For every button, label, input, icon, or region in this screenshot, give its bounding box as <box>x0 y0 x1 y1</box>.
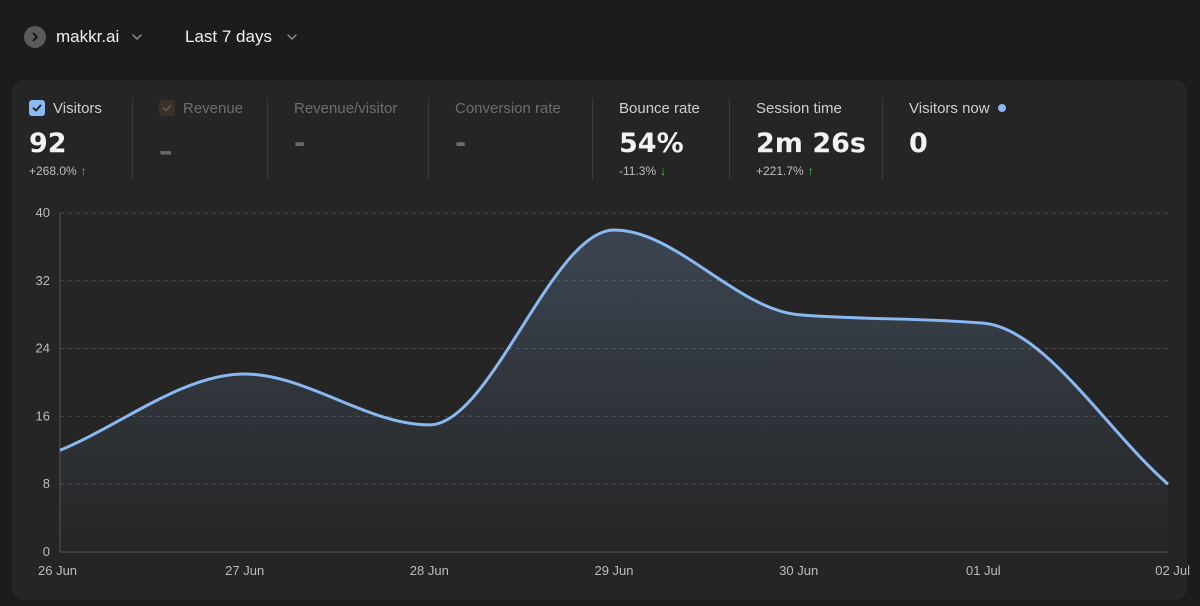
top-bar: makkr.ai Last 7 days <box>0 0 1200 80</box>
series-line <box>59 228 1169 486</box>
metric-value: 54% <box>619 128 684 159</box>
metric-label: Revenue/visitor <box>294 99 398 117</box>
divider <box>132 98 133 180</box>
y-tick-label: 8 <box>43 476 50 491</box>
data-point-01-jul[interactable] <box>980 320 986 326</box>
y-tick-label: 32 <box>36 273 50 288</box>
x-tick-label: 27 Jun <box>225 563 264 578</box>
data-point-26-jun[interactable] <box>57 447 63 453</box>
x-tick-label: 30 Jun <box>779 563 818 578</box>
data-point-28-jun[interactable] <box>426 422 432 428</box>
metric-label: Bounce rate <box>619 99 700 117</box>
metric-label: Visitors now <box>909 99 990 117</box>
data-point-29-jun[interactable] <box>611 227 617 233</box>
period-label: Last 7 days <box>185 27 272 46</box>
x-tick-label: 29 Jun <box>594 563 633 578</box>
metric-change: +268.0% <box>29 164 77 178</box>
metric-value: - <box>455 128 467 159</box>
y-tick-label: 16 <box>36 408 50 423</box>
chevron-down-icon <box>131 33 143 41</box>
metric-conversion-rate[interactable]: Conversion rate - <box>455 98 561 188</box>
period-selector[interactable]: Last 7 days <box>185 24 298 50</box>
arrow-up-icon: ↑ <box>80 164 87 178</box>
site-name: makkr.ai <box>56 27 120 46</box>
x-tick-label: 26 Jun <box>38 563 77 578</box>
metric-revenue-per-visitor[interactable]: Revenue/visitor - <box>294 98 397 188</box>
x-tick-label: 01 Jul <box>966 563 1001 578</box>
metric-bounce-rate[interactable]: Bounce rate 54% -11.3% ↓ <box>619 98 700 188</box>
visitors-checkbox[interactable] <box>29 100 45 116</box>
metric-label: Conversion rate <box>455 99 561 117</box>
metric-change: +221.7% <box>756 164 804 178</box>
metric-revenue[interactable]: Revenue – <box>159 98 243 188</box>
metric-session-time[interactable]: Session time 2m 26s +221.7% ↑ <box>756 98 866 188</box>
metric-label: Revenue <box>183 99 244 117</box>
live-indicator-icon <box>997 104 1006 112</box>
y-tick-label: 24 <box>36 341 50 356</box>
divider <box>729 98 730 180</box>
divider <box>428 98 429 180</box>
arrow-up-icon: ↑ <box>807 164 814 178</box>
metric-visitors-now[interactable]: Visitors now 0 <box>909 98 1006 188</box>
metric-value: 2m 26s <box>756 128 866 159</box>
site-logo-icon <box>24 26 46 48</box>
data-point-02-jul[interactable] <box>1165 481 1171 487</box>
divider <box>267 98 268 180</box>
metric-label: Session time <box>756 99 842 117</box>
divider <box>882 98 883 180</box>
x-tick-label: 02 Jul <box>1155 563 1190 578</box>
data-point-27-jun[interactable] <box>242 371 248 377</box>
metric-value: - <box>294 128 306 159</box>
metric-change: -11.3% <box>619 164 657 178</box>
metric-value: 92 <box>29 128 67 159</box>
revenue-checkbox[interactable] <box>159 100 175 116</box>
arrow-down-icon: ↓ <box>660 164 667 178</box>
x-tick-label: 28 Jun <box>410 563 449 578</box>
metric-visitors[interactable]: Visitors 92 +268.0% ↑ <box>29 98 102 188</box>
metric-value: 0 <box>909 128 928 159</box>
y-tick-label: 40 <box>36 205 50 220</box>
site-selector[interactable]: makkr.ai <box>24 24 143 50</box>
divider <box>592 98 593 180</box>
y-tick-label: 0 <box>43 544 50 559</box>
chevron-down-icon <box>286 33 298 41</box>
series-area <box>60 229 1168 552</box>
metric-label: Visitors <box>53 99 102 117</box>
metric-value: – <box>159 136 173 167</box>
data-point-30-jun[interactable] <box>796 312 802 318</box>
